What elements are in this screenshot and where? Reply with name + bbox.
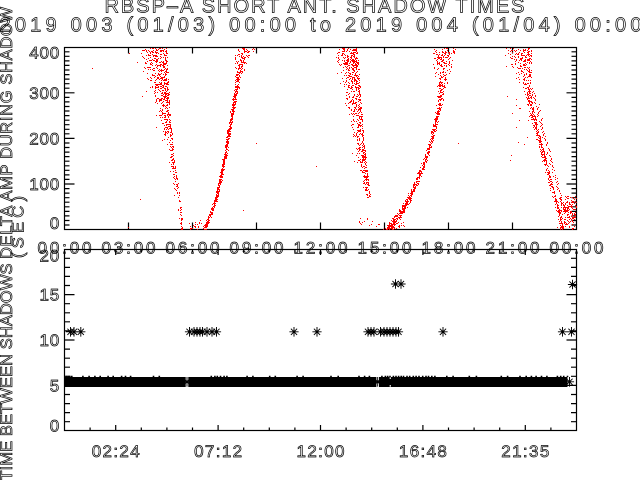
svg-text:0: 0	[50, 214, 60, 233]
svg-text:TIME BETWEEN SHADOWS: TIME BETWEEN SHADOWS	[0, 264, 16, 480]
svg-text:07:12: 07:12	[194, 442, 242, 461]
svg-text:5: 5	[50, 377, 60, 396]
svg-text:0: 0	[50, 417, 60, 436]
svg-text:15:00: 15:00	[358, 239, 412, 258]
svg-text:2019 003 (01/03) 00:00 to 2019: 2019 003 (01/03) 00:00 to 2019 004 (01/0…	[0, 15, 640, 37]
svg-text:18:00: 18:00	[422, 239, 476, 258]
svg-text:09:00: 09:00	[230, 239, 284, 258]
svg-text:21:35: 21:35	[501, 442, 549, 461]
svg-text:400: 400	[29, 44, 60, 63]
svg-text:15: 15	[39, 286, 60, 305]
svg-text:10: 10	[39, 331, 60, 350]
svg-text:RBSP–A SHORT ANT. SHADOW TIMES: RBSP–A SHORT ANT. SHADOW TIMES	[105, 0, 525, 18]
svg-text:00:00: 00:00	[38, 239, 92, 258]
svg-text:200: 200	[29, 130, 60, 149]
svg-text:02:24: 02:24	[92, 442, 140, 461]
svg-text:03:00: 03:00	[102, 239, 156, 258]
svg-text:12:00: 12:00	[294, 239, 348, 258]
svg-text:21:00: 21:00	[486, 239, 540, 258]
svg-text:(SEC): (SEC)	[10, 196, 28, 258]
svg-text:16:48: 16:48	[399, 442, 447, 461]
svg-text:100: 100	[29, 175, 60, 194]
svg-text:300: 300	[29, 84, 60, 103]
svg-text:DELTA AMP DURING SHADOW: DELTA AMP DURING SHADOW	[0, 7, 16, 259]
svg-text:20: 20	[39, 247, 60, 266]
svg-text:06:00: 06:00	[166, 239, 220, 258]
svg-text:12:00: 12:00	[297, 442, 345, 461]
svg-text:00:00: 00:00	[550, 239, 604, 258]
